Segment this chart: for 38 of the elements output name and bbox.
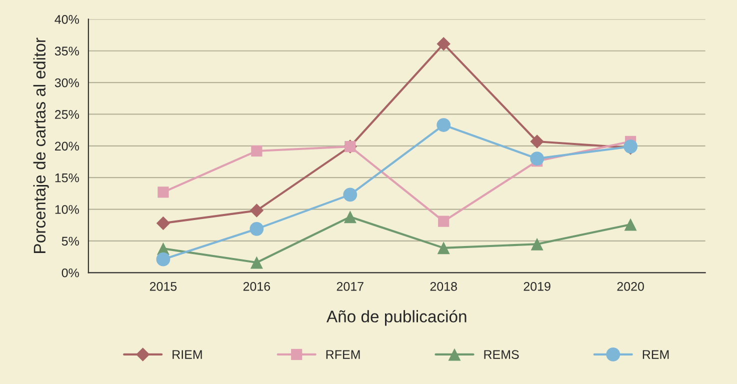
point: [624, 218, 637, 231]
point: [250, 222, 264, 236]
point: [437, 242, 450, 254]
y-tick-label: 40%: [54, 15, 79, 24]
y-tick-label: 35%: [54, 46, 79, 56]
point: [436, 118, 451, 132]
point: [158, 186, 169, 198]
point: [343, 188, 358, 202]
x-tick-label: 2017: [336, 282, 364, 291]
x-tick-label: 2018: [430, 282, 457, 291]
point: [530, 152, 544, 166]
x-tick-label: 2019: [524, 282, 550, 291]
point: [344, 210, 356, 224]
legend-label: RIEM: [172, 350, 202, 359]
y-tick-label: 20%: [55, 142, 79, 151]
point: [436, 37, 450, 51]
legend-label: REM: [642, 350, 669, 359]
legend-label: RFEM: [326, 350, 360, 359]
x-tick-label: 2020: [617, 282, 644, 291]
point: [530, 134, 544, 148]
x-tick-label: 2016: [243, 282, 270, 291]
x-axis-title: Año de publicación: [326, 310, 466, 326]
y-tick-label: 5%: [62, 236, 79, 246]
y-tick-label: 10%: [55, 205, 79, 214]
y-tick-label: 30%: [54, 78, 79, 88]
point: [156, 216, 170, 230]
point: [250, 204, 264, 218]
y-tick-label: 15%: [55, 173, 79, 182]
point: [530, 238, 544, 250]
point: [251, 145, 262, 157]
y-tick-label: 0%: [62, 268, 79, 278]
point: [438, 216, 450, 227]
point: [156, 252, 170, 266]
y-axis-title: Porcentaje de cartas al editor: [33, 38, 49, 253]
x-tick-label: 2015: [150, 282, 177, 291]
y-tick-label: 25%: [55, 110, 79, 119]
point: [250, 256, 263, 269]
legend-label: REMS: [484, 350, 519, 359]
